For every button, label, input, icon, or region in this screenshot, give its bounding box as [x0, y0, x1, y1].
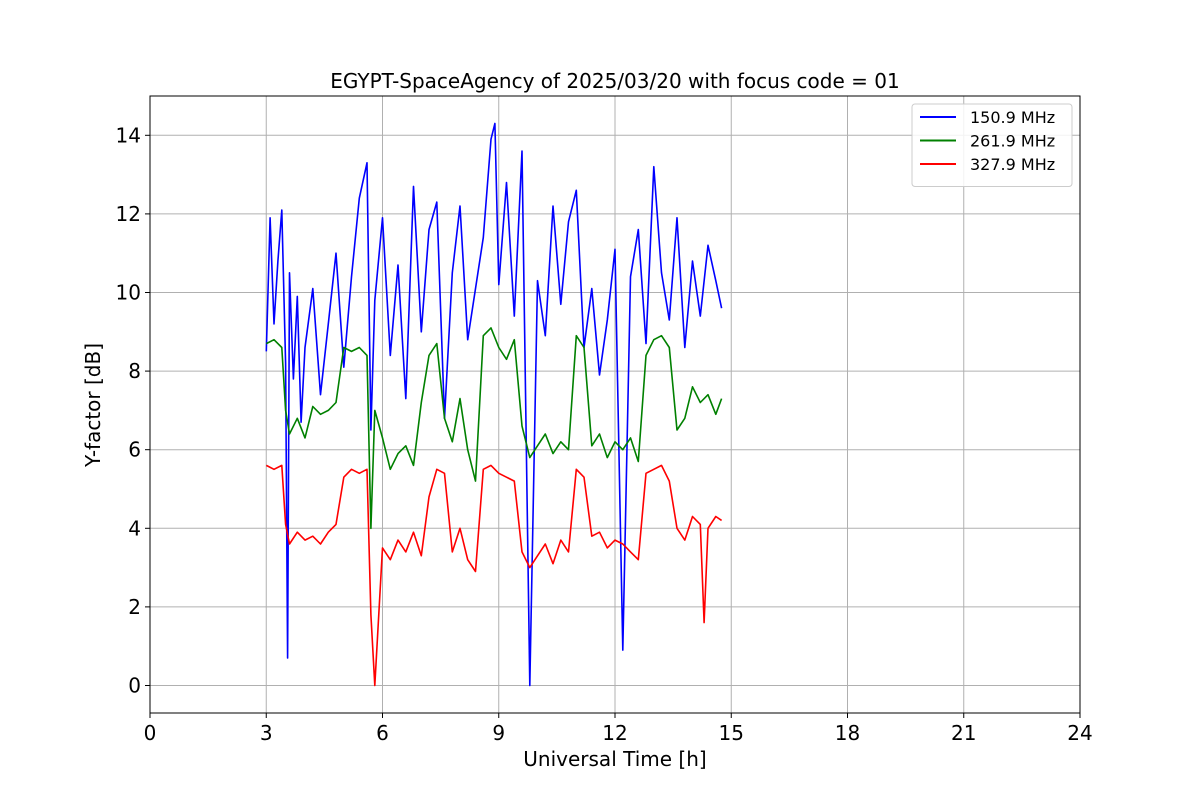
y-tick-label: 10 — [116, 280, 141, 304]
y-tick-label: 6 — [128, 438, 141, 462]
series-line-1 — [265, 327, 723, 530]
x-axis-label: Universal Time [h] — [523, 747, 706, 771]
y-tick-label: 8 — [128, 359, 141, 383]
legend-box — [911, 103, 1073, 187]
y-tick-label: 0 — [128, 673, 141, 697]
x-tick-label: 21 — [951, 721, 976, 745]
x-tick-label: 15 — [719, 721, 744, 745]
x-tick-label: 24 — [1067, 721, 1092, 745]
legend-label-1: 261.9 MHz — [970, 132, 1055, 151]
x-tick-label: 3 — [260, 721, 273, 745]
chart-title: EGYPT-SpaceAgency of 2025/03/20 with foc… — [330, 69, 899, 93]
x-tick-label: 9 — [492, 721, 505, 745]
legend-label-0: 150.9 MHz — [970, 108, 1055, 127]
series-line-2 — [265, 464, 723, 687]
y-tick-label: 2 — [128, 595, 141, 619]
x-tick-label: 0 — [144, 721, 157, 745]
x-tick-label: 18 — [835, 721, 860, 745]
x-tick-label: 12 — [602, 721, 627, 745]
y-tick-label: 12 — [116, 202, 141, 226]
series-line-0 — [265, 122, 723, 687]
plot-series — [265, 122, 723, 687]
x-tick-label: 6 — [376, 721, 389, 745]
y-tick-label: 4 — [128, 516, 141, 540]
legend-label-2: 327.9 MHz — [970, 155, 1055, 174]
y-tick-label: 14 — [116, 123, 141, 147]
y-axis-label: Y-factor [dB] — [81, 343, 105, 468]
legend: 150.9 MHz 261.9 MHz 327.9 MHz — [911, 103, 1073, 187]
